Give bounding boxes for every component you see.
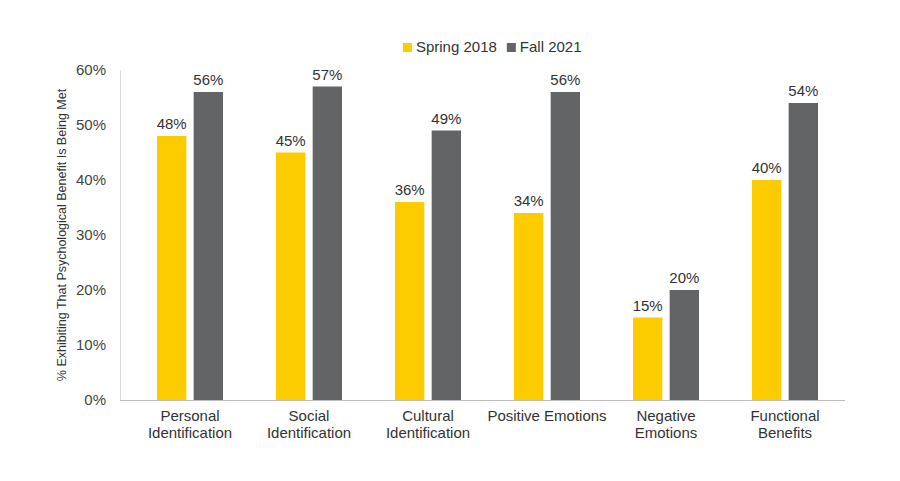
bar [514,213,543,400]
y-tick-label: 50% [76,116,106,133]
bar [432,131,461,401]
bar [395,202,424,400]
data-label: 34% [514,192,544,209]
x-tick-label: PersonalIdentification [148,407,232,441]
x-axis-line [120,400,845,401]
bar [276,153,305,401]
data-label: 48% [157,115,187,132]
data-label: 36% [395,181,425,198]
x-tick-label: CulturalIdentification [386,407,470,441]
x-axis: PersonalIdentification SocialIdentificati… [120,400,845,441]
x-tick: PersonalIdentification [148,400,232,441]
y-tick: 40% [76,171,120,188]
data-labels: 48% 45% 36% 34% 15% 40% 56% 57% 49% 56% 20% 54% [157,66,819,314]
legend: Spring 2018 Fall 2021 [403,38,582,55]
y-tick: 0% [84,391,120,408]
data-label: 20% [669,269,699,286]
legend-swatch [507,43,516,52]
data-label: 40% [752,159,782,176]
x-tick: SocialIdentification [267,400,351,441]
x-tick: FunctionalBenefits [750,400,819,441]
bar [752,180,781,400]
x-tick: Positive Emotions [487,400,606,424]
y-tick: 20% [76,281,120,298]
y-tick: 30% [76,226,120,243]
data-label: 56% [550,71,580,88]
x-tick-label: SocialIdentification [267,407,351,441]
x-tick-label: NegativeEmotions [635,407,698,441]
data-label: 57% [312,66,342,83]
data-label: 56% [193,71,223,88]
x-tick: CulturalIdentification [386,400,470,441]
bar [670,290,699,400]
x-tick-label: Positive Emotions [487,407,606,424]
x-tick: NegativeEmotions [635,400,698,441]
y-tick: 10% [76,336,120,353]
y-tick: 60% [76,61,120,78]
x-tick-label: FunctionalBenefits [750,407,819,441]
data-label: 54% [788,82,818,99]
y-tick-label: 30% [76,226,106,243]
data-label: 49% [431,110,461,127]
chart: 0% 10% 20% 30% 40% 50% 60% 48% 45% 36% 34% 15% 40% 56… [0,0,900,481]
legend-label: Spring 2018 [416,38,497,55]
y-axis-line [120,71,121,401]
legend-item: Spring 2018 [403,38,497,55]
bars [157,87,818,401]
bar [551,92,580,400]
legend-swatch [403,43,412,52]
bar [633,318,662,401]
bar [313,87,342,401]
y-axis: 0% 10% 20% 30% 40% 50% 60% [76,61,121,408]
bar [789,103,818,400]
y-axis-title: % Exhibiting That Psychological Benefit … [55,88,69,381]
bar [194,92,223,400]
y-tick-label: 60% [76,61,106,78]
bar [157,136,186,400]
y-tick: 50% [76,116,120,133]
data-label: 45% [276,132,306,149]
data-label: 15% [633,297,663,314]
y-tick-label: 40% [76,171,106,188]
y-tick-label: 0% [84,391,106,408]
legend-item: Fall 2021 [507,38,582,55]
y-tick-label: 10% [76,336,106,353]
y-tick-label: 20% [76,281,106,298]
legend-label: Fall 2021 [520,38,582,55]
